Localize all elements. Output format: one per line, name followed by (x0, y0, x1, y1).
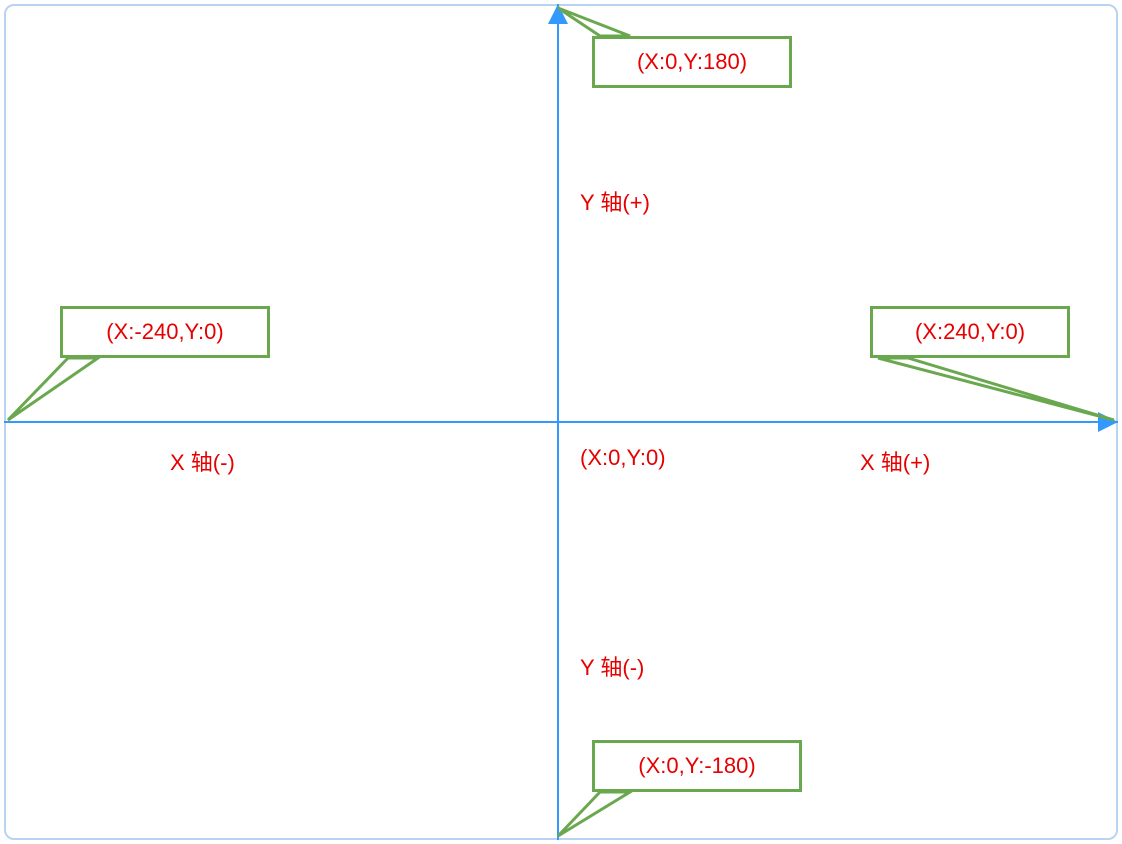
callout-left: (X:-240,Y:0) (60, 306, 270, 358)
callout-bottom: (X:0,Y:-180) (592, 740, 802, 792)
callout-top: (X:0,Y:180) (592, 36, 792, 88)
callout-left-pointer (8, 358, 98, 420)
callout-bottom-pointer (558, 792, 630, 836)
callout-right-pointer (878, 358, 1114, 420)
callout-right-text: (X:240,Y:0) (915, 319, 1025, 345)
callout-top-text: (X:0,Y:180) (637, 49, 747, 75)
callout-left-text: (X:-240,Y:0) (106, 319, 223, 345)
callout-top-pointer (558, 8, 630, 36)
callout-right: (X:240,Y:0) (870, 306, 1070, 358)
callout-bottom-text: (X:0,Y:-180) (638, 753, 755, 779)
callout-pointers (0, 0, 1122, 844)
